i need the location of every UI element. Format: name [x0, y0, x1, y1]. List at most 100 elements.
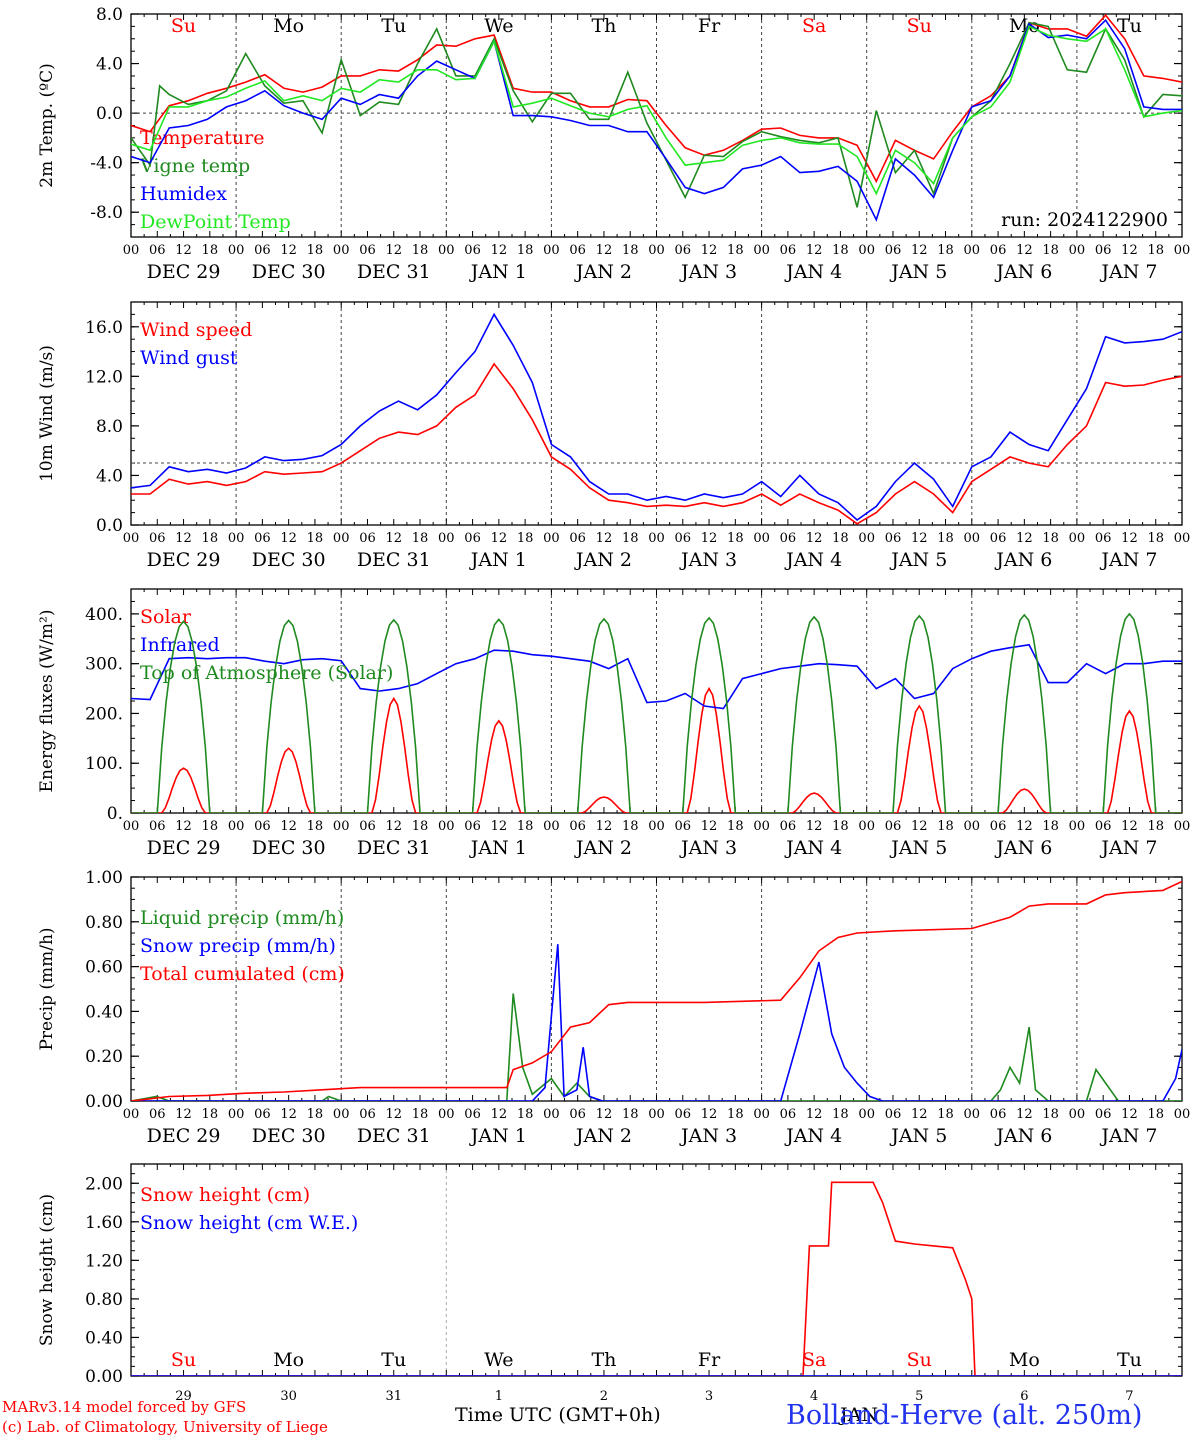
hour-label: 06 [1095, 531, 1112, 546]
hour-label: 18 [517, 531, 534, 546]
date-label: JAN 6 [994, 1125, 1052, 1147]
date-label: JAN 6 [994, 549, 1052, 571]
hour-label: 18 [832, 531, 849, 546]
hour-label: 12 [1121, 243, 1138, 258]
hour-label: 12 [1121, 819, 1138, 834]
hour-label: 06 [464, 1107, 481, 1122]
legend-entry: Snow height (cm) [140, 1184, 310, 1206]
series-line-4 [131, 25, 1182, 196]
hour-label: 00 [964, 531, 981, 546]
hour-label: 12 [911, 1107, 928, 1122]
hour-label: 00 [964, 1107, 981, 1122]
hour-label: 18 [412, 1107, 429, 1122]
day-name: Tu [381, 1349, 406, 1371]
hour-label: 06 [254, 819, 271, 834]
plot-frame [130, 301, 1183, 526]
legend-entry: Solar [140, 606, 192, 628]
day-name: Su [171, 1349, 196, 1371]
y-tick-label: 100. [85, 754, 123, 774]
hour-label: 12 [806, 819, 823, 834]
hour-label: 06 [359, 531, 376, 546]
day-name: Mo [273, 15, 304, 37]
hour-label: 12 [701, 531, 718, 546]
y-tick-label: 0.40 [85, 1002, 123, 1022]
day-name: Tu [1117, 15, 1142, 37]
hour-label: 18 [727, 243, 744, 258]
day-name: Fr [698, 1349, 721, 1371]
y-tick-label: 1.00 [85, 868, 123, 888]
day-name: Tu [1117, 1349, 1142, 1371]
legend-entry: Vigne temp [139, 155, 250, 177]
day-name: Mo [1009, 1349, 1040, 1371]
hour-label: 00 [543, 1107, 560, 1122]
hour-label: 18 [1147, 243, 1164, 258]
date-label: JAN 4 [784, 1125, 842, 1147]
hour-label: 12 [1016, 819, 1033, 834]
hour-label: 06 [254, 243, 271, 258]
hour-label: 18 [727, 531, 744, 546]
legend-entry: Snow precip (mm/h) [140, 935, 336, 957]
hour-label: 00 [1174, 1107, 1191, 1122]
hour-label: 12 [385, 243, 402, 258]
hour-label: 00 [438, 1107, 455, 1122]
hour-label: 00 [543, 531, 560, 546]
day-name: Mo [273, 1349, 304, 1371]
y-tick-label: 0.0 [96, 516, 123, 536]
y-tick-label: 0.40 [85, 1328, 123, 1348]
hour-label: 00 [438, 243, 455, 258]
hour-label: 00 [228, 243, 245, 258]
hour-label: 18 [1042, 531, 1059, 546]
hour-label: 12 [701, 1107, 718, 1122]
hour-label: 00 [753, 819, 770, 834]
hour-label: 06 [569, 1107, 586, 1122]
series-line-2 [131, 312, 1182, 522]
date-label: JAN 2 [574, 1125, 632, 1147]
hour-label: 18 [832, 819, 849, 834]
y-tick-label: 0.80 [85, 913, 123, 933]
hour-label: 00 [964, 819, 981, 834]
date-label: DEC 29 [147, 837, 221, 859]
hour-label: 12 [385, 819, 402, 834]
hour-label: 18 [622, 1107, 639, 1122]
panel-2: 0.0 4.0 8.0 12.0 16.0 10m Wind (m/s) 00 06 12 18 D… [37, 301, 1190, 571]
day-number: 7 [1125, 1389, 1133, 1404]
hour-label: 00 [228, 531, 245, 546]
hour-label: 18 [937, 819, 954, 834]
y-tick-label: -4.0 [90, 154, 123, 174]
hour-label: 12 [491, 243, 508, 258]
y-tick-label: 1.60 [85, 1213, 123, 1233]
hour-label: 12 [175, 1107, 192, 1122]
day-number: 1 [495, 1389, 503, 1404]
date-label: DEC 29 [147, 1125, 221, 1147]
y-tick-label: 2.00 [85, 1174, 123, 1194]
day-name: We [484, 1349, 513, 1371]
legend-entry: Total cumulated (cm) [140, 963, 345, 985]
hour-label: 18 [832, 1107, 849, 1122]
hour-label: 06 [780, 243, 797, 258]
y-tick-label: -8.0 [90, 203, 123, 223]
hour-label: 06 [359, 243, 376, 258]
legend-entry: Liquid precip (mm/h) [140, 907, 344, 929]
hour-label: 12 [280, 243, 297, 258]
hour-label: 18 [517, 819, 534, 834]
hour-label: 18 [307, 531, 324, 546]
hour-label: 06 [359, 1107, 376, 1122]
hour-label: 06 [990, 819, 1007, 834]
hour-label: 06 [990, 243, 1007, 258]
hour-label: 06 [254, 531, 271, 546]
y-tick-label: 4.0 [96, 55, 123, 75]
legend-entry: Temperature [140, 127, 264, 149]
hour-label: 00 [333, 531, 350, 546]
hour-label: 06 [675, 1107, 692, 1122]
date-label: JAN 3 [679, 549, 737, 571]
hour-label: 06 [149, 1107, 166, 1122]
hour-label: 12 [806, 531, 823, 546]
hour-label: 18 [1042, 819, 1059, 834]
series-line-1 [131, 362, 1182, 525]
date-label: JAN 5 [889, 1125, 947, 1147]
date-label: JAN 1 [469, 549, 527, 571]
hour-label: 18 [412, 531, 429, 546]
hour-label: 06 [1095, 1107, 1112, 1122]
day-number: 29 [175, 1389, 192, 1404]
hour-label: 06 [569, 243, 586, 258]
